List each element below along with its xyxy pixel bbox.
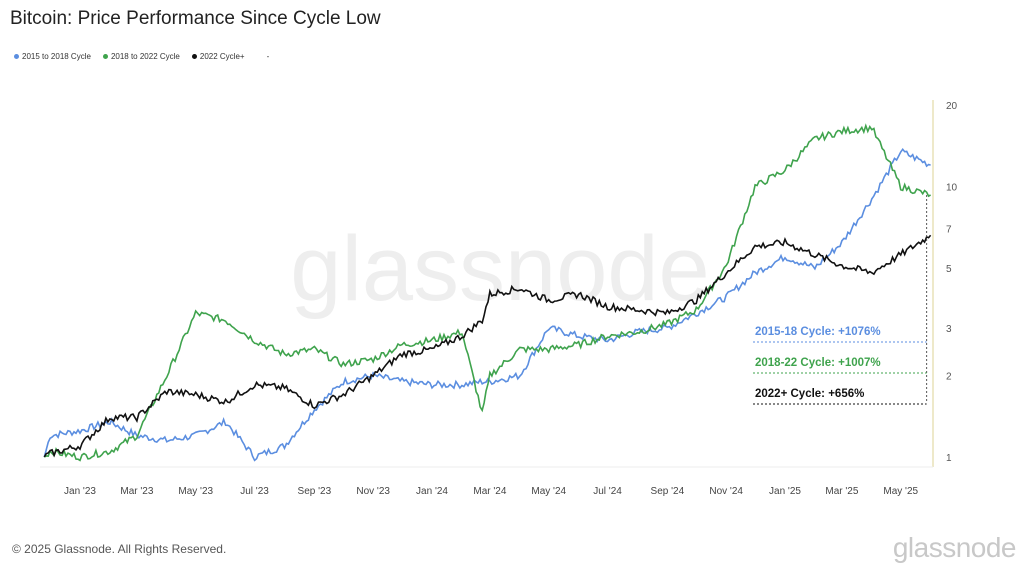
series-line-0 xyxy=(43,148,931,462)
x-tick-label: Sep '23 xyxy=(298,486,332,497)
x-tick-label: Nov '24 xyxy=(709,486,743,497)
y-tick-label: 20 xyxy=(946,101,958,112)
legend-item-2022[interactable]: 2022 Cycle+ xyxy=(191,52,245,61)
x-tick-label: Jul '23 xyxy=(240,486,269,497)
watermark: glassnode xyxy=(290,218,709,320)
x-tick-label: May '24 xyxy=(531,486,566,497)
legend-item-extra[interactable]: - xyxy=(266,52,270,61)
copyright: © 2025 Glassnode. All Rights Reserved. xyxy=(12,542,227,556)
x-tick-label: Jul '24 xyxy=(593,486,622,497)
x-tick-label: Mar '25 xyxy=(825,486,858,497)
x-tick-label: Jan '25 xyxy=(769,486,801,497)
y-tick-label: 5 xyxy=(946,264,952,275)
legend-item-2015-2018[interactable]: 2015 to 2018 Cycle xyxy=(14,52,91,61)
legend-dot-icon xyxy=(191,54,197,60)
x-tick-label: Mar '24 xyxy=(473,486,506,497)
annotation-label: 2015-18 Cycle: +1076% xyxy=(755,326,881,338)
y-tick-label: 3 xyxy=(946,324,952,335)
legend-dot-icon xyxy=(102,54,108,60)
annotation-label: 2018-22 Cycle: +1007% xyxy=(755,357,881,369)
chart-title: Bitcoin: Price Performance Since Cycle L… xyxy=(10,8,381,29)
series-line-1 xyxy=(43,123,931,462)
x-tick-label: Sep '24 xyxy=(651,486,685,497)
y-tick-label: 10 xyxy=(946,183,958,194)
legend: 2015 to 2018 Cycle 2018 to 2022 Cycle 20… xyxy=(14,52,269,61)
annotation-label: 2022+ Cycle: +656% xyxy=(755,388,864,400)
y-tick-label: 1 xyxy=(946,453,952,464)
x-tick-label: Nov '23 xyxy=(356,486,390,497)
x-tick-label: May '23 xyxy=(178,486,213,497)
x-tick-label: May '25 xyxy=(883,486,918,497)
y-tick-label: 2 xyxy=(946,372,952,383)
x-tick-label: Jan '23 xyxy=(64,486,96,497)
y-tick-label: 7 xyxy=(946,224,952,235)
x-tick-label: Jan '24 xyxy=(416,486,448,497)
series-line-2 xyxy=(43,234,932,458)
legend-dot-icon xyxy=(14,54,19,60)
legend-item-2018-2022[interactable]: 2018 to 2022 Cycle xyxy=(102,52,180,61)
brand-logo: glassnode xyxy=(892,532,1017,563)
x-tick-label: Mar '23 xyxy=(120,486,153,497)
